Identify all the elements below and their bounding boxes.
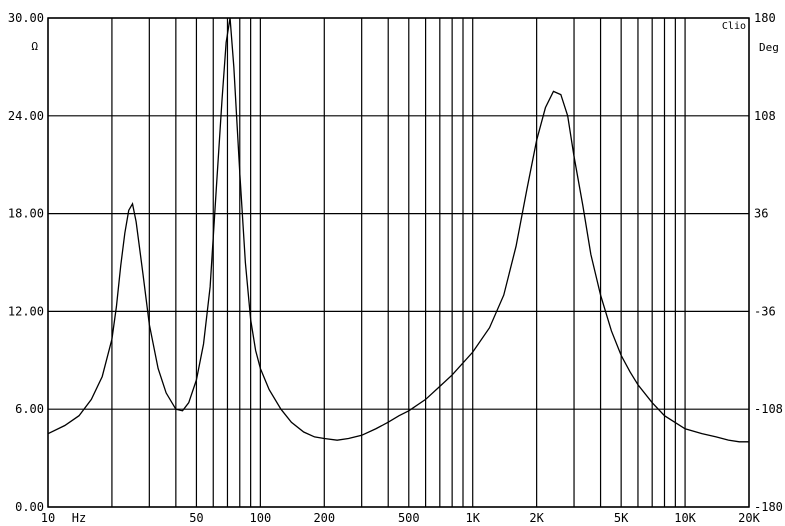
plot-frame xyxy=(47,17,750,508)
x-tick-label: 500 xyxy=(398,511,420,525)
right-axis-unit: Deg xyxy=(759,41,779,54)
x-tick-label: 5K xyxy=(614,511,629,525)
impedance-curve xyxy=(47,17,749,443)
right-tick-label: 36 xyxy=(754,207,768,221)
x-tick-label: 10K xyxy=(674,511,696,525)
left-axis-labels: 0.00 6.00 12.00 18.00 24.00 30.00 xyxy=(8,11,44,514)
left-tick-label: 12.00 xyxy=(8,304,44,318)
right-tick-label: -108 xyxy=(754,402,783,416)
right-tick-label: -36 xyxy=(754,304,776,318)
left-tick-label: 0.00 xyxy=(15,500,44,514)
right-tick-label: -180 xyxy=(754,500,783,514)
x-tick-label: 20K xyxy=(738,511,760,525)
right-tick-label: 180 xyxy=(754,11,776,25)
left-tick-label: 6.00 xyxy=(15,402,44,416)
horizontal-grid xyxy=(48,17,749,508)
x-tick-label: 10 xyxy=(41,511,55,525)
left-axis-unit: Ω xyxy=(31,40,38,53)
left-tick-label: 30.00 xyxy=(8,11,44,25)
vertical-grid xyxy=(47,18,750,507)
x-tick-label: 200 xyxy=(313,511,335,525)
left-tick-label: 18.00 xyxy=(8,207,44,221)
x-tick-label: 100 xyxy=(250,511,272,525)
x-tick-label: 2K xyxy=(529,511,544,525)
right-tick-label: 108 xyxy=(754,109,776,123)
left-tick-label: 24.00 xyxy=(8,109,44,123)
right-axis-labels: -180 -108 -36 36 108 180 xyxy=(754,11,783,514)
x-axis-unit: Hz xyxy=(72,511,86,525)
x-axis-labels: 10 50 100 200 500 1K 2K 5K 10K 20K xyxy=(41,511,761,525)
x-tick-label: 1K xyxy=(465,511,480,525)
x-tick-label: 50 xyxy=(189,511,203,525)
clio-brand-label: Clio xyxy=(722,21,746,32)
